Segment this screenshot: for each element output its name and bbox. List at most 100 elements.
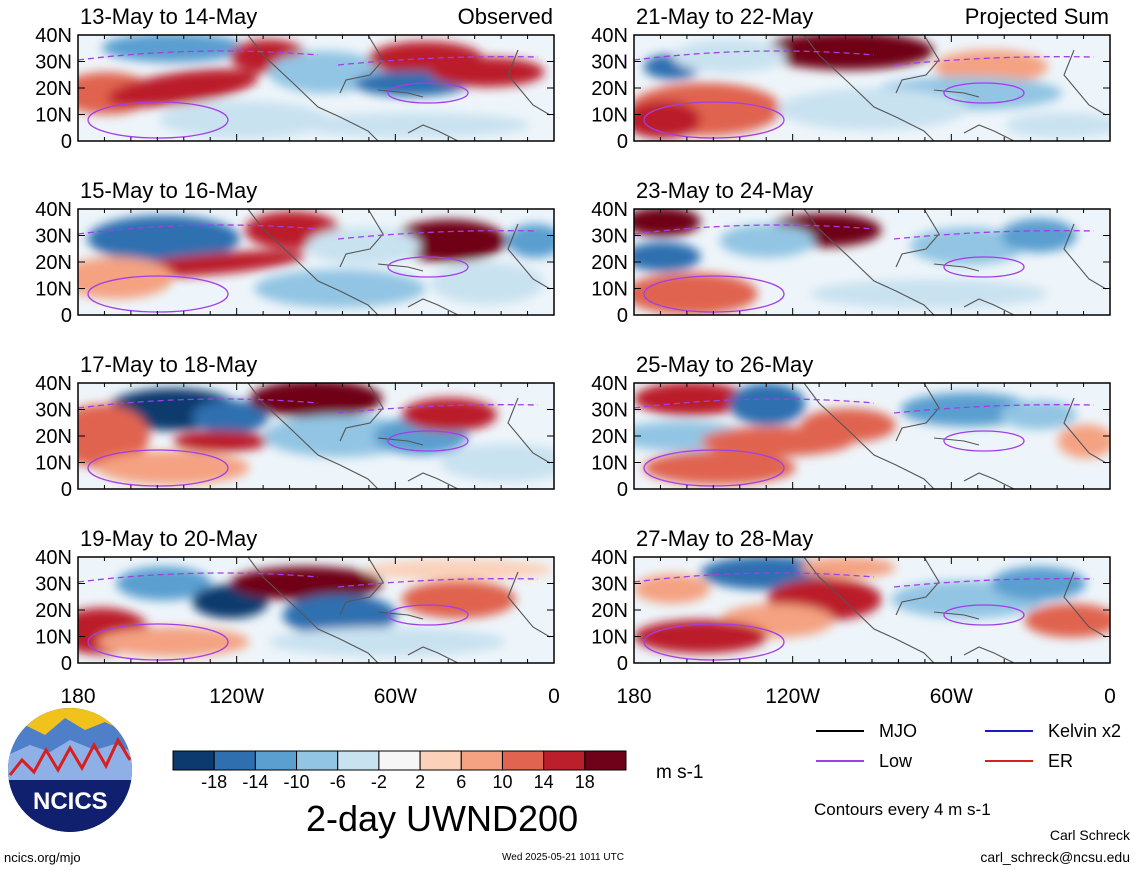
colorbar-swatch — [213, 750, 256, 771]
low-contours — [78, 398, 539, 487]
lat-tick-label: 20N — [35, 426, 72, 448]
lat-tick-label: 20N — [591, 426, 628, 448]
projected-sum-label: Projected Sum — [965, 4, 1109, 29]
colorbar: -18 -14 -10 -6 -2 2 6 10 14 18 — [172, 750, 627, 792]
lat-tick-label: 10N — [35, 279, 72, 301]
lat-tick-label: 10N — [35, 105, 72, 127]
observed-label: Observed — [458, 4, 553, 29]
lat-tick-label: 30N — [35, 226, 72, 248]
map-panel: 40N 30N 20N 10N 0 13-May to 14-May Observed — [35, 4, 555, 153]
colorbar-swatch — [543, 750, 586, 771]
lat-tick-label: 30N — [35, 574, 72, 596]
legend-label: ER — [1048, 751, 1073, 771]
timestamp: Wed 2025-05-21 1011 UTC — [502, 852, 624, 863]
colorbar-swatch — [584, 750, 627, 771]
lat-tick-label: 0 — [617, 653, 628, 675]
wind-anomaly-field — [634, 35, 1110, 139]
lat-tick-label: 40N — [35, 373, 72, 395]
lon-tick-label: 60W — [930, 685, 973, 708]
map-panel: 40N 30N 20N 10N 0 23-May to 24-May — [591, 178, 1111, 327]
lat-tick-label: 30N — [591, 574, 628, 596]
low-contours — [634, 224, 1095, 313]
lon-tick-label: 0 — [1104, 685, 1116, 708]
contour-note: Contours every 4 m s-1 — [814, 800, 991, 819]
lat-tick-label: 10N — [35, 453, 72, 475]
colorbar-tick-label: 6 — [456, 772, 466, 792]
lat-tick-label: 30N — [591, 400, 628, 422]
wind-anomaly-field — [634, 383, 1110, 485]
colorbar-tick-label: -6 — [330, 772, 346, 792]
lat-tick-label: 10N — [591, 105, 628, 127]
colorbar-swatch — [172, 750, 215, 771]
lat-tick-label: 0 — [61, 653, 72, 675]
colorbar-swatch — [254, 750, 298, 771]
colorbar-swatch — [378, 750, 421, 771]
low-contours — [634, 572, 1095, 661]
coastline — [803, 557, 1107, 663]
panel-date-label: 27-May to 28-May — [636, 526, 813, 551]
colorbar-tick-label: 10 — [492, 772, 512, 792]
lon-tick-label: 60W — [374, 685, 417, 708]
lat-tick-label: 20N — [591, 600, 628, 622]
map-panel: 40N 30N 20N 10N 0 19-May to 20-May 180 120W 60W 0 — [35, 526, 560, 708]
lat-tick-label: 10N — [591, 453, 628, 475]
lat-tick-label: 30N — [591, 52, 628, 74]
lat-tick-label: 40N — [591, 25, 628, 47]
low-contours — [78, 572, 539, 661]
panel-date-label: 15-May to 16-May — [80, 178, 257, 203]
wind-anomaly-field — [78, 383, 554, 485]
legend-label: MJO — [879, 721, 917, 741]
logo-text: NCICS — [33, 788, 108, 815]
lat-tick-label: 20N — [35, 600, 72, 622]
coastline — [803, 383, 1107, 489]
low-contours — [78, 224, 539, 313]
coastline — [247, 35, 551, 141]
map-panel: 40N 30N 20N 10N 0 17-May to 18-May — [35, 352, 555, 501]
lon-tick-label: 180 — [616, 685, 651, 708]
map-panel: 40N 30N 20N 10N 0 21-May to 22-May Projected S… — [591, 4, 1111, 153]
colorbar-tick-label: -18 — [201, 772, 227, 792]
low-contours — [634, 398, 1095, 487]
lat-tick-label: 10N — [591, 627, 628, 649]
map-panel: 40N 30N 20N 10N 0 27-May to 28-May 180 120W 60W 0 — [591, 526, 1116, 708]
legend-label: Kelvin x2 — [1048, 721, 1121, 741]
low-contours — [78, 50, 539, 139]
lon-tick-label: 180 — [60, 685, 95, 708]
colorbar-swatch — [296, 750, 339, 771]
lat-tick-label: 0 — [617, 479, 628, 501]
lat-tick-label: 20N — [35, 252, 72, 274]
wind-anomaly-field — [78, 211, 554, 308]
colorbar-tick-label: -10 — [284, 772, 310, 792]
lat-tick-label: 20N — [591, 78, 628, 100]
colorbar-swatch — [501, 750, 545, 771]
map-panel: 40N 30N 20N 10N 0 25-May to 26-May — [591, 352, 1111, 501]
lat-tick-label: 30N — [35, 52, 72, 74]
wind-anomaly-field — [78, 559, 554, 657]
colorbar-swatch — [460, 750, 503, 771]
lon-tick-label: 120W — [209, 685, 264, 708]
source-url: ncics.org/mjo — [4, 850, 81, 865]
panel-date-label: 23-May to 24-May — [636, 178, 813, 203]
panel-date-label: 13-May to 14-May — [80, 4, 257, 29]
lat-tick-label: 0 — [617, 131, 628, 153]
map-panel: 40N 30N 20N 10N 0 15-May to 16-May — [35, 178, 555, 327]
lat-tick-label: 40N — [35, 199, 72, 221]
colorbar-swatch — [337, 750, 380, 771]
colorbar-tick-label: -2 — [371, 772, 387, 792]
lat-tick-label: 40N — [35, 547, 72, 569]
lat-tick-label: 30N — [35, 400, 72, 422]
lat-tick-label: 0 — [617, 305, 628, 327]
low-contours — [634, 50, 1095, 139]
author-email: carl_schreck@ncsu.edu — [980, 849, 1130, 865]
colorbar-swatch — [419, 750, 462, 771]
lat-tick-label: 40N — [591, 199, 628, 221]
lat-tick-label: 0 — [61, 479, 72, 501]
panel-date-label: 21-May to 22-May — [636, 4, 813, 29]
lon-tick-label: 0 — [548, 685, 560, 708]
lat-tick-label: 20N — [591, 252, 628, 274]
lat-tick-label: 40N — [591, 373, 628, 395]
lat-tick-label: 0 — [61, 305, 72, 327]
lat-tick-label: 10N — [35, 627, 72, 649]
colorbar-tick-label: 14 — [534, 772, 554, 792]
